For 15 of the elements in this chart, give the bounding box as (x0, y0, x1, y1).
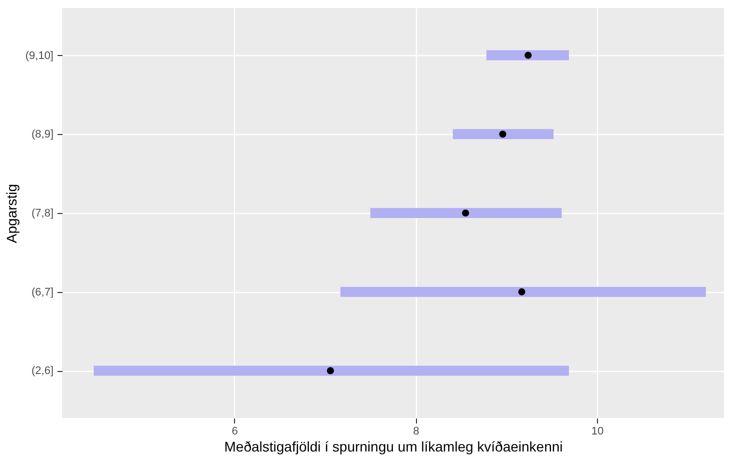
y-tick-label: (8,9] (31, 128, 54, 141)
point (499, 130, 506, 138)
x-tick-label: 6 (232, 426, 238, 438)
y-axis-title: Apgarstig (3, 184, 20, 244)
x-axis-title: Meðalstigafjöldi í spurningu um líkamleg kvíðaeinkenni (224, 438, 563, 454)
y-tick-label: (7,8] (31, 208, 54, 220)
x-tick-label: 10 (591, 426, 604, 438)
point (326, 367, 334, 374)
point (462, 209, 470, 217)
point (518, 288, 526, 296)
point (524, 52, 532, 59)
x-tick-label: 8 (413, 426, 420, 438)
y-tick-label: (2,6] (31, 365, 54, 378)
y-tick-label: (9,10] (25, 50, 54, 62)
y-tick-label: (6,7] (31, 286, 54, 298)
